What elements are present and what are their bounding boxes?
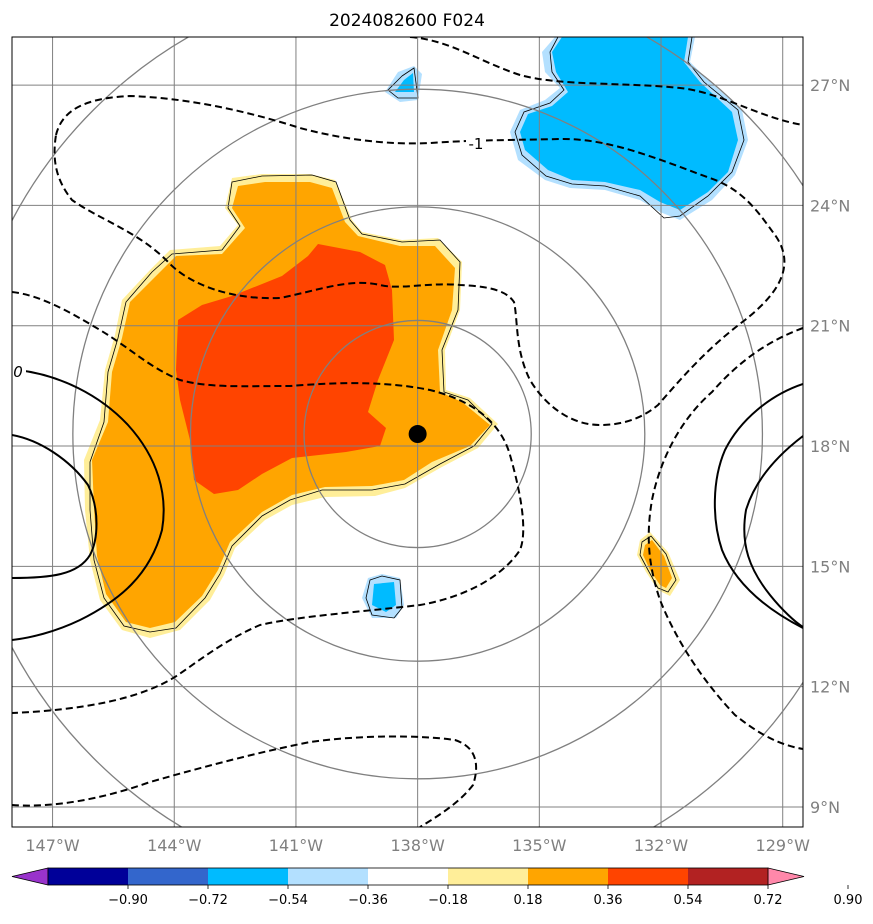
contour-minus1-main [53, 94, 786, 427]
colorbar-tick-label: 0.54 [674, 893, 703, 908]
colorbar-tick-label: 0.36 [594, 893, 623, 908]
solid-contours [12, 369, 803, 641]
colorbar-tick-label: −0.36 [348, 893, 388, 908]
range-rings [12, 37, 803, 827]
range-ring [189, 206, 646, 662]
colorbar-segment [448, 868, 529, 885]
cool-blob-north [395, 73, 414, 92]
colorbar-tick-label: 0.90 [834, 893, 863, 908]
colorbar: −0.90 −0.72 −0.54 −0.36 −0.18 0.18 0.36 0.54 0.7… [11, 867, 863, 908]
dashed-contours [12, 37, 803, 827]
map-area: -1 0 [12, 37, 803, 827]
latitude-tick-label: 24°N [810, 196, 850, 215]
latitude-tick-label: 15°N [810, 557, 850, 576]
longitude-tick-label: 141°W [269, 836, 324, 855]
contour-dashed-west [12, 291, 525, 714]
range-ring [303, 319, 532, 549]
colorbar-tick-label: −0.18 [428, 893, 468, 908]
contour-label-bg [12, 361, 26, 379]
shaded-field [84, 37, 748, 638]
contour-label-minus1: -1 [469, 135, 484, 153]
latitude-tick-label: 27°N [810, 76, 850, 95]
storm-center-marker [408, 425, 427, 444]
warm-region-core [176, 244, 394, 494]
latitude-tick-label: 21°N [810, 317, 850, 336]
colorbar-outline [47, 867, 769, 886]
figure-title: 2024082600 F024 [329, 11, 485, 31]
colorbar-segment [48, 868, 129, 885]
colorbar-segment [688, 868, 769, 885]
colorbar-segment [368, 868, 449, 885]
contour-zero-east-inner [743, 435, 803, 628]
cool-blob-south [372, 582, 396, 612]
contour-labels: -1 0 [12, 134, 486, 381]
colorbar-tick-label: −0.90 [108, 893, 148, 908]
colorbar-segment [608, 868, 689, 885]
contour-dashed-south [12, 735, 478, 827]
colorbar-tick-label: 0.18 [514, 893, 543, 908]
cool-region [520, 37, 738, 210]
longitude-tick-label: 132°W [634, 836, 689, 855]
latitude-tick-label: 18°N [810, 437, 850, 456]
colorbar-tick-label: −0.54 [268, 893, 308, 908]
colorbar-tick-label: −0.72 [188, 893, 228, 908]
colorbar-extend-high [767, 867, 805, 886]
colorbar-segment [528, 868, 609, 885]
graticule [12, 37, 803, 827]
longitude-tick-label: 144°W [147, 836, 202, 855]
longitude-tick-label: 129°W [756, 836, 811, 855]
longitude-tick-label: 147°W [25, 836, 80, 855]
contour-zero-west-inner [12, 434, 98, 579]
longitude-labels: 147°W 144°W 141°W 138°W 135°W 132°W 129°W [25, 836, 810, 855]
contour-dashed-east [647, 327, 803, 750]
contour-label-bg [466, 134, 486, 152]
colorbar-segment [128, 868, 209, 885]
latitude-labels: 9°N 12°N 15°N 18°N 21°N 24°N 27°N [810, 76, 850, 817]
colorbar-tick-label: 0.72 [754, 893, 783, 908]
contour-zero-east-outer [713, 383, 803, 629]
latitude-tick-label: 12°N [810, 678, 850, 697]
colorbar-extend-low [11, 867, 49, 886]
colorbar-segment [288, 868, 369, 885]
contour-zero-west-outer [12, 369, 165, 641]
contour-label-zero: 0 [13, 363, 23, 381]
latitude-tick-label: 9°N [810, 798, 840, 817]
colorbar-segment [208, 868, 289, 885]
range-ring [72, 88, 764, 780]
longitude-tick-label: 138°W [390, 836, 445, 855]
longitude-tick-label: 135°W [512, 836, 567, 855]
map-frame [11, 36, 804, 828]
